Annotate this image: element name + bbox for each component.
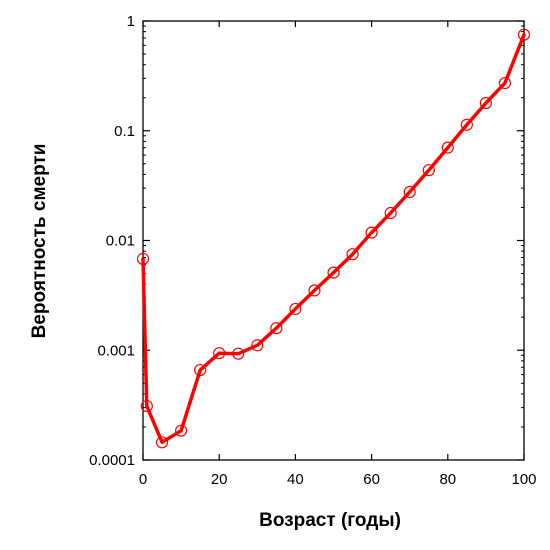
data-point bbox=[140, 399, 153, 413]
series-layer bbox=[136, 28, 531, 449]
data-point bbox=[194, 363, 207, 377]
x-tick-label: 0 bbox=[139, 471, 147, 488]
data-point bbox=[155, 436, 169, 449]
data-point bbox=[232, 347, 245, 360]
data-point bbox=[517, 28, 531, 41]
data-point bbox=[270, 322, 283, 335]
y-tick-label: 0.001 bbox=[97, 342, 135, 359]
y-tick-label: 1 bbox=[127, 13, 135, 30]
data-point bbox=[460, 118, 473, 131]
series-line bbox=[141, 32, 526, 445]
data-point bbox=[251, 339, 264, 352]
x-tick-label: 80 bbox=[439, 471, 456, 488]
data-point bbox=[327, 266, 340, 279]
plot-frame bbox=[142, 20, 525, 461]
x-tick-label: 60 bbox=[363, 471, 380, 488]
data-point bbox=[175, 424, 188, 437]
data-point bbox=[365, 226, 378, 239]
y-tick-label: 0.01 bbox=[106, 233, 135, 250]
data-point bbox=[403, 185, 416, 199]
x-tick-label: 40 bbox=[287, 471, 304, 488]
data-point bbox=[213, 347, 226, 360]
x-axis-ticks: 0 20 40 60 80 100 bbox=[139, 21, 537, 488]
y-tick-label: 0.0001 bbox=[89, 452, 135, 469]
x-axis-title: Возраст (годы) bbox=[259, 510, 401, 531]
y-tick-label: 0.1 bbox=[114, 123, 135, 140]
x-tick-label: 100 bbox=[511, 471, 536, 488]
y-axis-ticks: 0.0001 0.001 0.01 0.1 1 bbox=[89, 13, 524, 469]
data-point bbox=[422, 164, 435, 177]
data-point bbox=[498, 76, 512, 90]
data-point bbox=[384, 206, 397, 220]
data-point bbox=[441, 141, 454, 154]
data-point bbox=[346, 248, 359, 261]
data-point bbox=[136, 252, 150, 265]
data-point bbox=[479, 96, 492, 110]
data-point bbox=[308, 284, 321, 297]
y-axis-title: Вероятность смерти bbox=[29, 144, 50, 339]
x-tick-label: 20 bbox=[211, 471, 228, 488]
data-point bbox=[289, 302, 302, 316]
